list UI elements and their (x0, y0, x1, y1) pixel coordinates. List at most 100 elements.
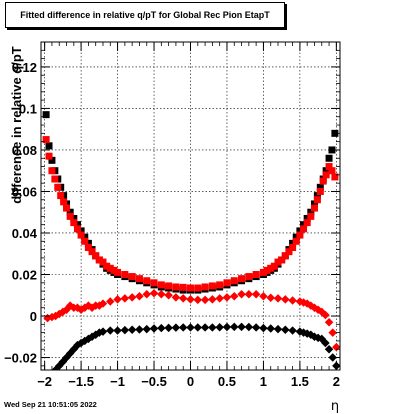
data-point (319, 177, 327, 185)
data-point (251, 323, 261, 332)
data-point (273, 294, 283, 303)
data-point (223, 279, 231, 287)
data-point (324, 318, 334, 327)
x-tick-label: −2 (37, 374, 52, 389)
chart-title: Fitted difference in relative q/pT for G… (5, 2, 285, 28)
data-point (77, 227, 85, 235)
data-point (95, 256, 103, 264)
data-point (285, 248, 293, 256)
data-point (300, 225, 308, 233)
data-point (98, 299, 108, 308)
data-point (57, 192, 65, 200)
data-point (331, 173, 339, 181)
data-point (303, 214, 311, 222)
x-tick-label: 0.5 (218, 374, 236, 389)
data-point (149, 324, 159, 333)
data-point (292, 237, 300, 245)
data-point (77, 231, 85, 239)
data-point (325, 163, 333, 171)
data-point (157, 289, 166, 299)
data-point (316, 187, 324, 195)
data-point (178, 323, 188, 332)
y-tick-label: 0.1 (19, 101, 37, 116)
data-point (84, 239, 92, 247)
tick-labels: −2 −1.5 −1 −0.5 0 0.5 1 1.5 2 −0.02 0 0.02 0.04 0.06 0… (4, 60, 340, 389)
data-point (316, 183, 324, 191)
data-point (208, 282, 216, 290)
data-point (135, 292, 144, 301)
data-point (106, 297, 115, 306)
data-point (42, 136, 50, 144)
data-point (113, 326, 122, 335)
data-point (128, 273, 136, 281)
data-point (267, 264, 275, 272)
data-point (313, 192, 321, 200)
data-point (215, 322, 224, 332)
data-point (54, 183, 62, 191)
data-point (66, 208, 74, 216)
data-point (42, 111, 50, 119)
data-point (321, 338, 330, 348)
x-tick-label: 1.5 (291, 374, 309, 389)
data-point (114, 268, 122, 276)
data-point (288, 296, 297, 305)
data-point (92, 252, 100, 260)
data-point (201, 283, 209, 291)
x-tick-label: −1.5 (68, 374, 94, 389)
data-point (186, 295, 195, 304)
data-point (252, 271, 260, 279)
data-point (171, 293, 181, 302)
data-point (259, 323, 268, 333)
data-point (120, 294, 130, 303)
data-point (143, 277, 151, 285)
data-point (270, 262, 278, 270)
data-point (266, 293, 275, 302)
data-point (288, 326, 297, 335)
data-point (328, 328, 337, 337)
data-point (120, 325, 130, 335)
data-point (63, 204, 71, 212)
data-point (216, 281, 224, 289)
data-point (157, 323, 166, 333)
data-point (45, 152, 53, 160)
data-point (296, 227, 304, 235)
data-point (281, 325, 290, 334)
y-tick-label: 0.08 (12, 143, 37, 158)
data-point (48, 167, 56, 175)
data-point (200, 323, 210, 332)
data-point (194, 284, 202, 292)
data-point (273, 324, 283, 334)
data-point (281, 295, 290, 304)
data-point (142, 324, 151, 334)
data-point (66, 212, 74, 220)
data-point (99, 258, 107, 266)
data-point (332, 342, 340, 352)
data-point (313, 196, 321, 204)
data-point (186, 323, 195, 332)
data-point (331, 129, 339, 137)
x-tick-label: −1 (110, 374, 125, 389)
data-point (164, 291, 173, 300)
data-point (98, 327, 108, 336)
data-point (70, 214, 78, 222)
data-point (149, 288, 159, 298)
data-point (230, 277, 238, 285)
data-point (171, 323, 181, 332)
data-point (296, 231, 304, 239)
data-point (135, 325, 144, 334)
data-point (88, 248, 96, 256)
axis-ticks (41, 42, 340, 370)
y-axis-label: difference in relative q/pT (9, 46, 24, 204)
data-point (106, 264, 114, 272)
x-tick-label: −0.5 (141, 374, 167, 389)
data-point (322, 171, 330, 179)
data-point (266, 324, 275, 333)
data-point (187, 284, 194, 292)
data-point (164, 323, 173, 333)
data-point (325, 154, 333, 162)
data-point (110, 266, 118, 274)
data-point (81, 237, 89, 245)
data-point (165, 282, 173, 290)
data-point (208, 323, 217, 332)
